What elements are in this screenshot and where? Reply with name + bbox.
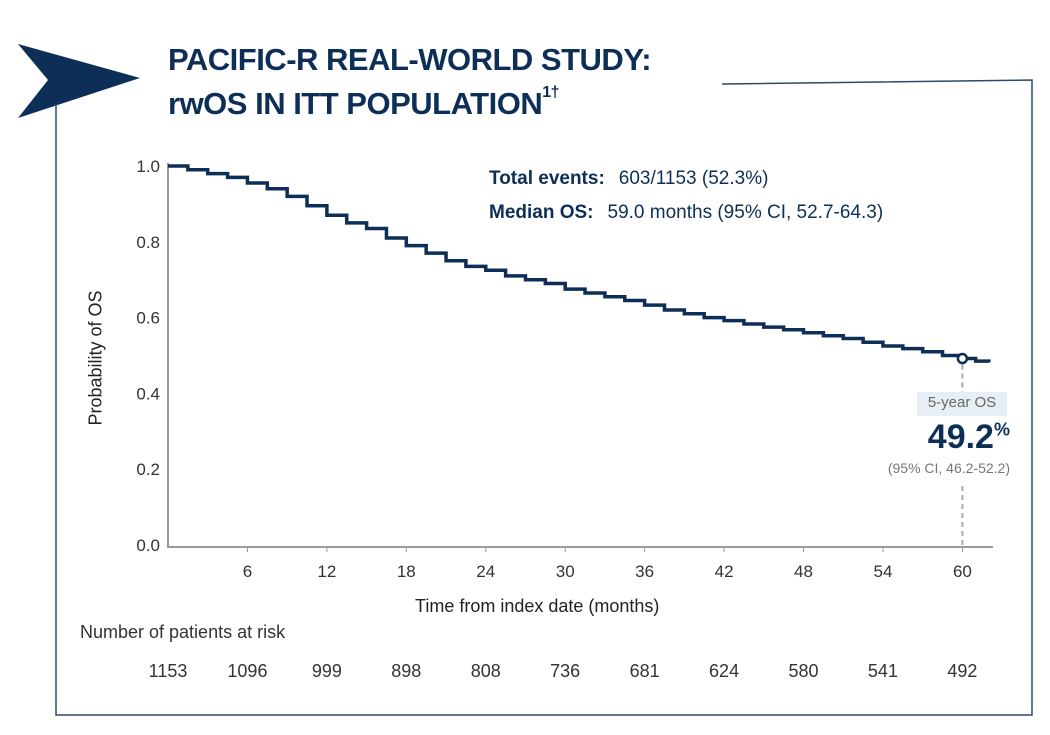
y-tick-label: 0.6 <box>136 309 160 328</box>
median-os-label: Median OS: <box>489 202 594 223</box>
arrow-chevron-logo <box>18 44 140 118</box>
y-axis-label: Probability of OS <box>85 290 106 426</box>
risk-count: 1153 <box>148 661 188 681</box>
y-tick-label: 0.8 <box>136 233 160 252</box>
risk-count: 580 <box>788 661 819 681</box>
risk-table-title: Number of patients at risk <box>80 622 286 642</box>
frame-border <box>55 79 1033 716</box>
risk-count: 898 <box>391 661 422 681</box>
annotation-ci: (95% CI, 46.2-52.2) <box>887 460 1010 476</box>
x-tick-label: 24 <box>476 562 495 581</box>
x-tick-label: 12 <box>317 562 336 581</box>
y-tick-label: 1.0 <box>136 157 160 176</box>
y-tick-label: 0.0 <box>136 536 160 555</box>
title-superscript: 1† <box>542 84 560 101</box>
x-tick-label: 18 <box>397 562 416 581</box>
median-os-value: 59.0 months (95% CI, 52.7-64.3) <box>607 202 884 223</box>
x-tick-label: 30 <box>556 562 575 581</box>
risk-count: 999 <box>311 661 342 681</box>
annotation-value: 49.2% <box>880 418 1010 457</box>
total-events-label: Total events: <box>489 168 605 189</box>
page-title-line2: rwOS IN ITT POPULATION1† <box>168 84 560 122</box>
page-title-line1: PACIFIC-R REAL-WORLD STUDY: <box>168 42 652 77</box>
median-os: Median OS: 59.0 months (95% CI, 52.7-64.3… <box>489 202 883 224</box>
risk-count: 492 <box>947 661 978 681</box>
x-tick-label: 48 <box>794 562 813 581</box>
x-axis-label: Time from index date (months) <box>415 596 660 616</box>
title-text: rwOS IN ITT POPULATION <box>168 86 543 121</box>
risk-count: 1096 <box>227 661 268 681</box>
x-tick-label: 54 <box>873 562 892 581</box>
x-tick-label: 42 <box>715 562 734 581</box>
five-year-marker <box>956 352 969 365</box>
x-tick-label: 60 <box>953 562 972 581</box>
x-tick-label: 6 <box>243 562 252 581</box>
total-events: Total events: 603/1153 (52.3%) <box>489 168 768 190</box>
total-events-value: 603/1153 (52.3%) <box>618 168 769 189</box>
risk-count: 541 <box>867 661 898 681</box>
y-tick-label: 0.2 <box>136 460 160 479</box>
risk-count: 736 <box>550 661 581 681</box>
risk-count: 808 <box>470 661 501 681</box>
annotation-label: 5-year OS <box>927 394 997 411</box>
risk-count: 624 <box>709 661 740 681</box>
x-tick-label: 36 <box>635 562 654 581</box>
y-tick-label: 0.4 <box>136 384 160 403</box>
five-year-os-unit: % <box>993 419 1010 440</box>
survival-curve <box>168 164 991 363</box>
risk-count: 681 <box>629 661 660 681</box>
annotation-label-bg <box>917 392 1007 416</box>
five-year-os-value: 49.2 <box>927 418 994 456</box>
